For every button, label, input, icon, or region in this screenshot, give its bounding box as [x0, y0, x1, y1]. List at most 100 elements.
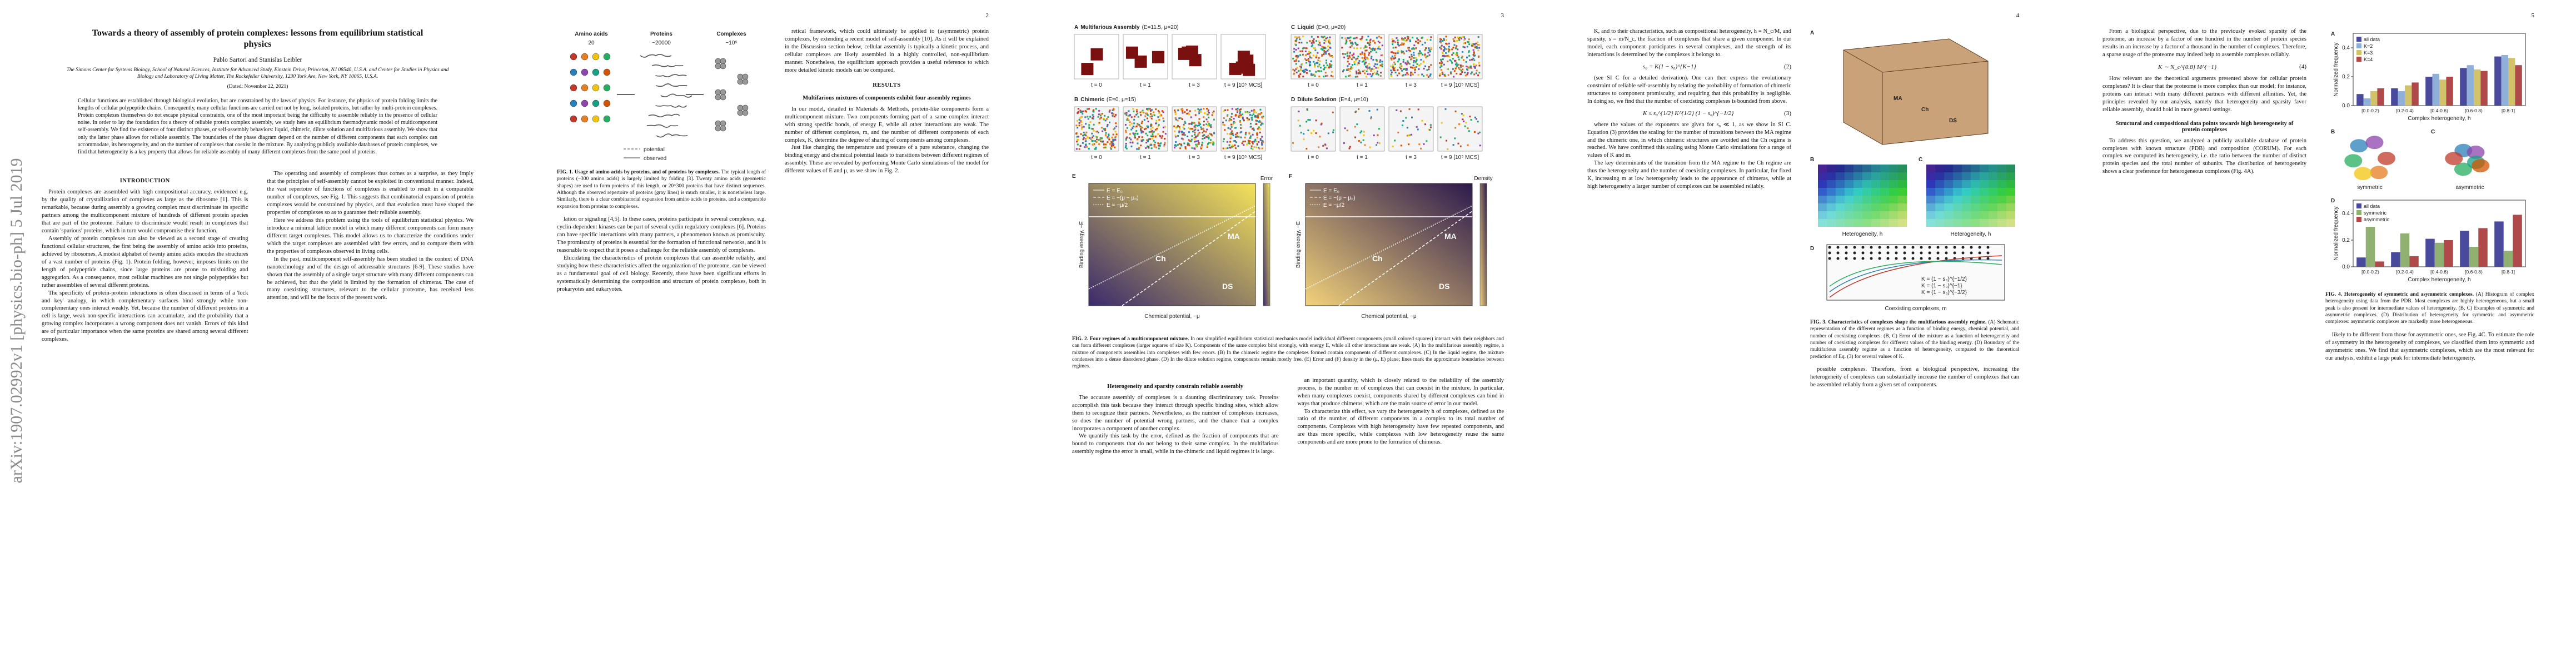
y-axis-label: Binding energy, −E	[1296, 221, 1302, 268]
panel-params: (E=0, μ=20)	[1316, 24, 1346, 31]
particle	[1379, 75, 1382, 77]
particle	[1189, 128, 1192, 130]
particle	[1393, 69, 1396, 72]
particle	[1420, 147, 1422, 150]
particle	[1317, 59, 1319, 62]
particle	[1322, 145, 1324, 147]
particle	[1225, 147, 1227, 150]
heatmap-cell	[1944, 196, 1953, 203]
particle	[1326, 64, 1328, 66]
boundary-curve	[1829, 255, 2002, 298]
particle	[1252, 142, 1254, 145]
particle	[1402, 68, 1404, 71]
particle	[1347, 51, 1349, 53]
particle	[1100, 140, 1102, 142]
particle	[1255, 123, 1257, 125]
particle	[1475, 64, 1477, 67]
heatmap-cell	[1997, 196, 2006, 203]
sim-point	[1870, 246, 1873, 249]
particle	[1132, 125, 1134, 127]
particle	[1084, 116, 1087, 118]
amino-acid	[592, 84, 600, 92]
particle	[1430, 36, 1432, 38]
particle	[1440, 58, 1442, 61]
particle	[1197, 140, 1199, 142]
heatmap-cell	[1989, 188, 1997, 196]
sim-point	[1936, 257, 1940, 260]
particle	[1428, 128, 1430, 131]
heatmap-cell	[1889, 219, 1898, 227]
particle	[1190, 116, 1192, 118]
particle	[1086, 136, 1088, 138]
heatmap-cell	[1989, 180, 1997, 188]
particle	[1155, 108, 1157, 111]
particle	[1098, 113, 1100, 116]
particle	[1213, 132, 1215, 135]
particle	[1104, 120, 1107, 122]
particle	[1441, 65, 1443, 67]
particle	[1327, 48, 1329, 51]
particle	[1473, 63, 1475, 66]
particle	[1349, 56, 1351, 58]
protein-structure	[2344, 154, 2363, 168]
particle	[1253, 109, 1255, 111]
particle	[1298, 76, 1301, 78]
particle	[1094, 140, 1097, 142]
particle	[1417, 42, 1419, 44]
particle	[1159, 145, 1161, 147]
particle	[1462, 51, 1464, 53]
figure-caption: FIG. 2. Four regimes of a multicomponent…	[1072, 336, 1504, 370]
particle	[1443, 63, 1445, 66]
particle	[1209, 142, 1212, 144]
bar	[2405, 85, 2412, 106]
sim-point	[1828, 257, 1831, 260]
particle	[1426, 39, 1428, 41]
particle	[1424, 123, 1426, 126]
particle	[1147, 135, 1149, 137]
particle	[1150, 144, 1153, 146]
complex	[737, 78, 744, 85]
bar	[2474, 69, 2481, 106]
column: The operating and assembly of complexes …	[267, 170, 474, 344]
particle	[1197, 143, 1199, 146]
bar	[2467, 65, 2474, 106]
particle	[1076, 136, 1078, 138]
region-label: MA	[1444, 232, 1457, 241]
complex	[720, 63, 726, 69]
particle	[1301, 42, 1303, 44]
particle	[1356, 123, 1358, 126]
particle	[1375, 73, 1377, 75]
particle	[1346, 130, 1348, 132]
sim-point	[1895, 246, 1898, 249]
heatmap-cell	[1944, 219, 1953, 227]
heatmap-cell	[1944, 165, 1953, 172]
particle	[1346, 55, 1348, 57]
particle	[1376, 63, 1378, 66]
particle	[1148, 138, 1150, 141]
particle	[1158, 111, 1160, 113]
particle	[1331, 54, 1333, 57]
page: 5 From a biological perspective, due to t…	[2061, 0, 2576, 667]
complex	[720, 58, 726, 64]
particle	[1183, 123, 1185, 126]
title: Towards a theory of assembly of protein …	[92, 28, 423, 49]
particle	[1357, 56, 1359, 58]
particle	[1454, 41, 1456, 43]
particle	[1424, 42, 1426, 44]
time-label: t = 0	[1091, 82, 1102, 88]
particle	[1255, 141, 1258, 143]
particle	[1132, 127, 1134, 130]
sim-point	[1870, 251, 1873, 255]
equation-number: (3)	[1784, 109, 1791, 117]
time-label: t = 1	[1140, 155, 1151, 161]
particle	[1082, 113, 1084, 115]
particle	[1077, 139, 1079, 141]
particle	[1260, 122, 1263, 125]
paragraph: Here we address this problem using the t…	[267, 217, 474, 255]
complex	[715, 63, 721, 69]
particle	[1440, 42, 1442, 44]
particle	[1153, 146, 1155, 148]
heatmap-cell	[1827, 188, 1836, 196]
particle	[1450, 72, 1452, 74]
heatmap-cell	[1862, 196, 1871, 203]
